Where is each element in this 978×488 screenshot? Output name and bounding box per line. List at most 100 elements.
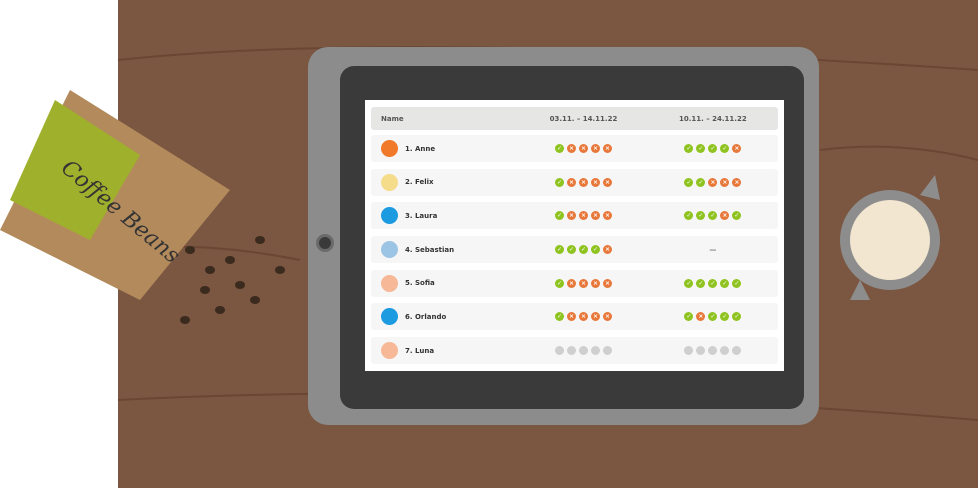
x-icon: × (732, 177, 742, 187)
table-row[interactable]: 6. Orlando ✓ × × × × ✓ × ✓ ✓ ✓ (371, 303, 778, 331)
coffee-beans (180, 236, 285, 324)
x-icon: × (590, 278, 600, 288)
name-cell: 7. Luna (371, 342, 519, 360)
period-1-cell: ✓ × × × × (519, 144, 647, 153)
milk-jug (840, 175, 940, 300)
check-icon: ✓ (732, 211, 742, 221)
name-cell: 4. Sebastian (371, 241, 519, 259)
period-1-cell (519, 346, 647, 356)
period-2-cell: ✓ ✓ ✓ ✓ × (648, 144, 778, 153)
check-icon: ✓ (696, 177, 706, 187)
check-icon: ✓ (554, 211, 564, 221)
attendance-table: Name 03.11. – 14.11.22 10.11. – 24.11.22… (365, 100, 784, 371)
pending-icon (732, 346, 742, 356)
name-cell: 6. Orlando (371, 308, 519, 326)
x-icon: × (602, 245, 612, 255)
x-icon: × (566, 211, 576, 221)
period-2-cell: ✓ ✓ ✓ × ✓ (648, 211, 778, 221)
check-icon: ✓ (684, 211, 694, 221)
x-icon: × (590, 177, 600, 187)
table-row[interactable]: 7. Luna (371, 337, 778, 365)
check-icon: ✓ (696, 278, 706, 288)
student-name: 1. Anne (405, 144, 436, 153)
table-header: Name 03.11. – 14.11.22 10.11. – 24.11.22 (371, 107, 778, 130)
x-icon: × (602, 211, 612, 221)
rabbit-avatar-icon (381, 173, 398, 191)
check-icon: ✓ (554, 245, 564, 255)
pending-icon (590, 346, 600, 356)
student-name: 5. Sofia (405, 279, 435, 288)
table-row[interactable]: 4. Sebastian ✓ ✓ ✓ ✓ × — (371, 236, 778, 264)
table-row[interactable]: 3. Laura ✓ × × × × ✓ ✓ ✓ × ✓ (371, 202, 778, 230)
period-2-cell: ✓ × ✓ ✓ ✓ (648, 312, 778, 322)
check-icon: ✓ (732, 312, 742, 322)
period-1-cell: ✓ × × × × (519, 278, 647, 288)
check-icon: ✓ (708, 312, 718, 322)
period-2-cell: ✓ ✓ × × × (648, 177, 778, 187)
name-cell: 2. Felix (371, 173, 519, 191)
home-button[interactable] (316, 234, 334, 252)
pending-icon (684, 346, 694, 356)
check-icon: ✓ (708, 278, 718, 288)
pending-icon (708, 346, 718, 356)
name-cell: 1. Anne (371, 140, 519, 157)
check-icon: ✓ (554, 278, 564, 288)
period-1-cell: ✓ × × × × (519, 177, 647, 187)
pending-icon (566, 346, 576, 356)
table-row[interactable]: 5. Sofia ✓ × × × × ✓ ✓ ✓ ✓ ✓ (371, 269, 778, 297)
x-icon: × (720, 211, 730, 221)
check-icon: ✓ (684, 312, 694, 322)
x-icon: × (602, 144, 612, 153)
x-icon: × (566, 312, 576, 322)
check-icon: ✓ (720, 278, 730, 288)
x-icon: × (696, 312, 706, 322)
check-icon: ✓ (566, 245, 576, 255)
student-name: 6. Orlando (405, 312, 447, 321)
bird-avatar-icon (381, 308, 398, 326)
check-icon: ✓ (732, 278, 742, 288)
header-name: Name (381, 114, 404, 123)
x-icon: × (708, 177, 718, 187)
fox-avatar-icon (381, 140, 398, 157)
x-icon: × (602, 177, 612, 187)
x-icon: × (732, 144, 742, 153)
check-icon: ✓ (684, 278, 694, 288)
person-avatar-icon (381, 241, 398, 259)
pending-icon (720, 346, 730, 356)
student-name: 3. Laura (405, 211, 438, 220)
pig-avatar-icon (381, 342, 398, 360)
check-icon: ✓ (708, 211, 718, 221)
bird-avatar-icon (381, 207, 398, 225)
pending-icon (602, 346, 612, 356)
check-icon: ✓ (696, 211, 706, 221)
period-1-cell: ✓ ✓ ✓ ✓ × (519, 245, 647, 255)
check-icon: ✓ (696, 144, 706, 153)
check-icon: ✓ (720, 144, 730, 153)
period-1-cell: ✓ × × × × (519, 312, 647, 322)
check-icon: ✓ (590, 245, 600, 255)
period-1-cell: ✓ × × × × (519, 211, 647, 221)
check-icon: ✓ (684, 177, 694, 187)
x-icon: × (578, 211, 588, 221)
x-icon: × (566, 278, 576, 288)
student-name: 2. Felix (405, 178, 434, 187)
period-2-cell: — (648, 246, 778, 254)
x-icon: × (602, 278, 612, 288)
x-icon: × (590, 312, 600, 322)
check-icon: ✓ (554, 177, 564, 187)
table-row[interactable]: 1. Anne ✓ × × × × ✓ ✓ ✓ ✓ × (371, 135, 778, 162)
x-icon: × (578, 312, 588, 322)
name-cell: 3. Laura (371, 207, 519, 225)
check-icon: ✓ (684, 144, 694, 153)
x-icon: × (578, 144, 588, 153)
pig-avatar-icon (381, 274, 398, 292)
coffee-bag: Coffee Beans (0, 90, 230, 300)
x-icon: × (578, 177, 588, 187)
student-name: 4. Sebastian (405, 245, 455, 254)
period-2-cell: ✓ ✓ ✓ ✓ ✓ (648, 278, 778, 288)
table-row[interactable]: 2. Felix ✓ × × × × ✓ ✓ × × × (371, 168, 778, 196)
check-icon: ✓ (554, 312, 564, 322)
check-icon: ✓ (554, 144, 564, 153)
check-icon: ✓ (708, 144, 718, 153)
